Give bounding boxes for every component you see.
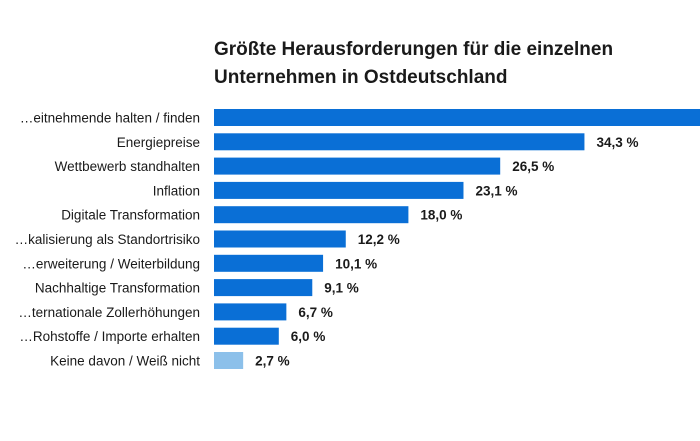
chart-title-line-1: Größte Herausforderungen für die einzeln… [214,39,614,60]
bar [214,109,700,126]
bar [214,157,501,175]
value-label: 9,1 % [324,281,359,296]
bar [214,133,585,151]
category-label: …Rohstoffe / Importe erhalten [19,329,200,344]
bar [214,181,464,199]
bar [214,230,346,248]
bar [214,206,409,224]
category-label: Nachhaltige Transformation [35,281,200,296]
value-label: 34,3 % [596,135,638,150]
category-label: …ternationale Zollerhöhungen [18,305,200,320]
category-label: …kalisierung als Standortrisiko [15,232,200,247]
value-label: 2,7 % [255,354,290,369]
category-label: Wettbewerb standhalten [55,159,200,174]
category-label: …erweiterung / Weiterbildung [22,256,200,271]
category-label: …eitnehmende halten / finden [20,111,200,126]
value-label: 12,2 % [358,232,400,247]
value-label: 6,7 % [298,305,333,320]
category-label: Digitale Transformation [61,208,200,223]
value-label: 10,1 % [335,256,377,271]
chart-title-line-2: Unternehmen in Ostdeutschland [214,67,508,88]
chart-title: Größte Herausforderungen für die einzeln… [214,36,694,92]
category-label: Inflation [153,183,200,198]
value-label: 26,5 % [512,159,554,174]
bar [214,327,279,345]
bar [214,279,313,297]
bar [214,254,324,272]
category-label: Energiepreise [117,135,200,150]
value-label: 18,0 % [420,208,462,223]
category-label: Keine davon / Weiß nicht [50,354,200,369]
bar [214,352,244,369]
value-label: 6,0 % [291,329,326,344]
value-label: 23,1 % [475,183,517,198]
bar [214,303,287,321]
